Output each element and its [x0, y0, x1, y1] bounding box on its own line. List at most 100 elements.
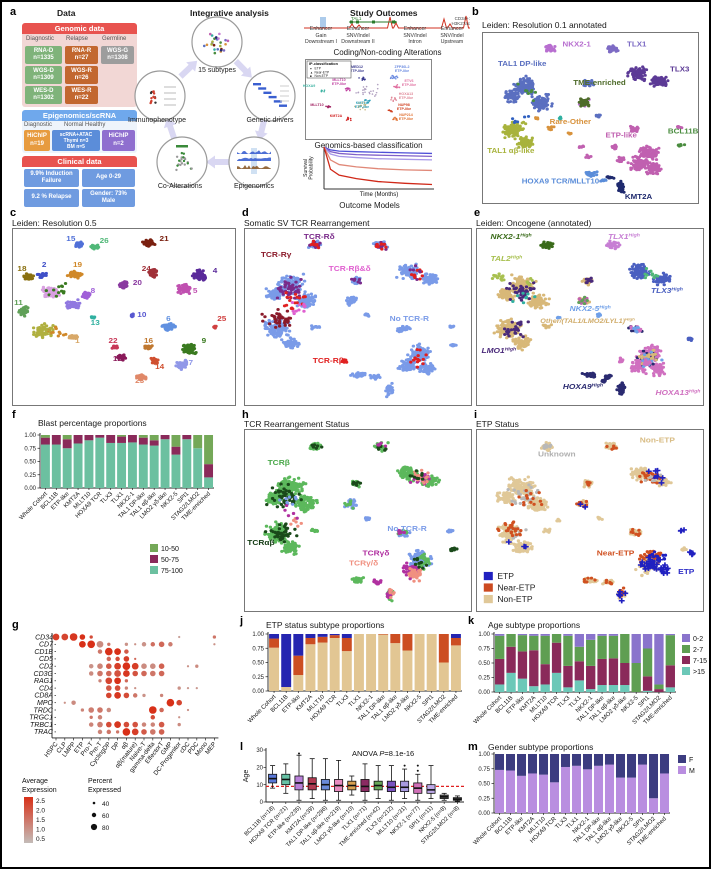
svg-text:10: 10	[137, 310, 147, 319]
dots	[52, 633, 217, 736]
panel-letter-h: h	[242, 409, 249, 421]
svg-text:Non-ETP: Non-ETP	[315, 74, 329, 78]
svg-text:2: 2	[42, 260, 47, 269]
svg-text:KMT2A: KMT2A	[625, 193, 653, 202]
genomic-box: WES-D n=1302	[25, 86, 62, 104]
node-art	[202, 32, 230, 55]
svg-text:●: ●	[310, 67, 312, 71]
genomic-col-header: Germline	[102, 36, 127, 42]
svg-text:HOXA9 TCR/MLLT10: HOXA9 TCR/MLLT10	[522, 177, 599, 186]
svg-text:5: 5	[193, 286, 198, 295]
panel-c-title: Leiden: Resolution 0.5	[12, 218, 97, 228]
epigenomics-col-header: Diagnostic	[24, 122, 53, 128]
caption-genomics-classification: Genomics-based classification	[314, 141, 423, 150]
panel-letter-j: j	[240, 615, 244, 627]
points	[17, 238, 218, 382]
panel-letter-l: l	[240, 741, 244, 753]
svg-text:27: 27	[184, 358, 193, 367]
svg-text:11: 11	[14, 298, 23, 307]
bars	[494, 754, 670, 813]
svg-text:TCR-Rβ: TCR-Rβ	[313, 356, 344, 364]
clinical-box: 9.9% Induction Failure	[24, 169, 79, 187]
panel-f-title: Blast percentage proportions	[38, 418, 147, 428]
points	[501, 43, 687, 194]
clinical-box: Age 0-29	[82, 169, 135, 187]
panel-d-plot: TCR-Rδ TCR-Rγ TCR-Rβ&δ No TCR-R TCR-Rβ	[244, 228, 472, 406]
boxes	[268, 752, 462, 802]
svg-text:TCR-Rδ: TCR-Rδ	[304, 232, 335, 240]
svg-text:23: 23	[135, 376, 145, 385]
marker-dotplot: CD34CD7CD1BCD5CD2CD3GRAG1CD4CD8AMPOTRDCT…	[22, 633, 219, 843]
cluster-labels: NKX2-1High TLX1HighTAL2HighTLX3HighNKX2-5…	[482, 232, 701, 396]
legend: FM	[678, 755, 695, 775]
svg-text:22: 22	[108, 336, 118, 345]
svg-text:H3K27ac: H3K27ac	[451, 21, 470, 26]
svg-text:TCR-Rβ&δ: TCR-Rβ&δ	[329, 264, 371, 272]
epigenomics-header: Epigenomics/scRNA	[22, 110, 137, 121]
svg-text:HOXA9: HOXA9	[303, 84, 315, 88]
panel-letter-e: e	[474, 207, 481, 219]
panel-m-title: Gender subtype proportions	[488, 742, 594, 752]
survival-curves: SurvivalProbability Time (Months)	[303, 146, 434, 198]
genomics-classification-scatter: MED12 ETP-like ZFP36L2 ETP-like ETV6 ETP-like…	[303, 59, 432, 140]
alteration-label: Enhancer Gain Downstream I	[305, 26, 337, 45]
svg-text:TAL1 DP-like: TAL1 DP-like	[498, 59, 546, 68]
genomic-box: WGS-D n=1309	[25, 66, 62, 84]
epigenomics-box: HiChIP n=2	[102, 130, 135, 151]
node-art	[149, 86, 176, 106]
genomic-col-header: Diagnostic	[26, 36, 55, 42]
svg-text:1: 1	[75, 336, 80, 345]
panel-letter-g: g	[12, 619, 19, 631]
cluster-labels: NKX2-1 TLX1 TLX3 TAL1 DP-like TME-enriched Ra…	[487, 40, 699, 201]
svg-text:14: 14	[155, 362, 165, 371]
svg-text:IP-classification: IP-classification	[309, 62, 339, 66]
svg-text:No TCR-R: No TCR-R	[390, 314, 430, 322]
svg-text:TLX1: TLX1	[627, 40, 646, 49]
caption-coding-noncoding: Coding/Non-coding Alterations	[333, 48, 442, 57]
legend: 0-22-77-15>15	[682, 634, 707, 676]
alteration-label: Enhancer SNV/Indel Intron	[403, 26, 427, 45]
svg-text:■: ■	[310, 74, 312, 78]
cluster-labels: TCR-Rδ TCR-Rγ TCR-Rβ&δ No TCR-R TCR-Rβ	[261, 232, 430, 364]
panel-i-plot: Non-ETP Unknown Near-ETP ETP ETP Near-ETP Non-…	[476, 429, 704, 612]
integrative-title: Integrative analysis	[190, 8, 269, 18]
genomic-box: RNA-D n=1335	[25, 46, 62, 64]
clinical-box: Gender: 73% Male	[82, 189, 135, 207]
panel-k-title: Age subtype proportions	[488, 620, 581, 630]
svg-text:TLX3: TLX3	[670, 65, 689, 74]
svg-text:25: 25	[217, 314, 227, 323]
panel-letter-f: f	[12, 409, 16, 421]
svg-text:17: 17	[44, 290, 53, 299]
epigenomics-col-header: Normal Healthy	[64, 122, 106, 128]
panel-letter-c: c	[10, 207, 17, 219]
svg-text:Rare-Other: Rare-Other	[550, 117, 592, 126]
panel-letter-m: m	[468, 741, 478, 753]
epigenomics-box: scRNA+ATAC Thymi n=3 BM n=5	[52, 130, 100, 151]
svg-text:MLLT10: MLLT10	[310, 103, 323, 107]
panel-b-plot: NKX2-1 TLX1 TLX3 TAL1 DP-like TME-enriched Ra…	[482, 32, 699, 204]
panel-c-plot: 15 26 21 18 2 19 24 4 5 17 8 20 11 7 13 10 3 1 6 25 9 22 16 12 1…	[12, 228, 236, 406]
svg-text:12: 12	[113, 354, 123, 363]
node-art	[175, 145, 193, 172]
genomic-header: Genomic data	[22, 23, 137, 34]
genomic-box: RNA-R n=27	[65, 46, 98, 64]
epigenomics-box: HiChIP n=19	[24, 130, 50, 151]
svg-text:13: 13	[91, 318, 101, 327]
integrative-diagram: 15 subtypes Immunophenotype Genetic driver…	[128, 16, 296, 190]
points	[260, 239, 458, 399]
caption-outcome-models: Outcome Models	[339, 201, 400, 210]
dotplot-legend: AverageExpression2.52.01.51.00.5PercentE…	[22, 778, 121, 843]
svg-text:Genetic drivers: Genetic drivers	[246, 117, 294, 124]
